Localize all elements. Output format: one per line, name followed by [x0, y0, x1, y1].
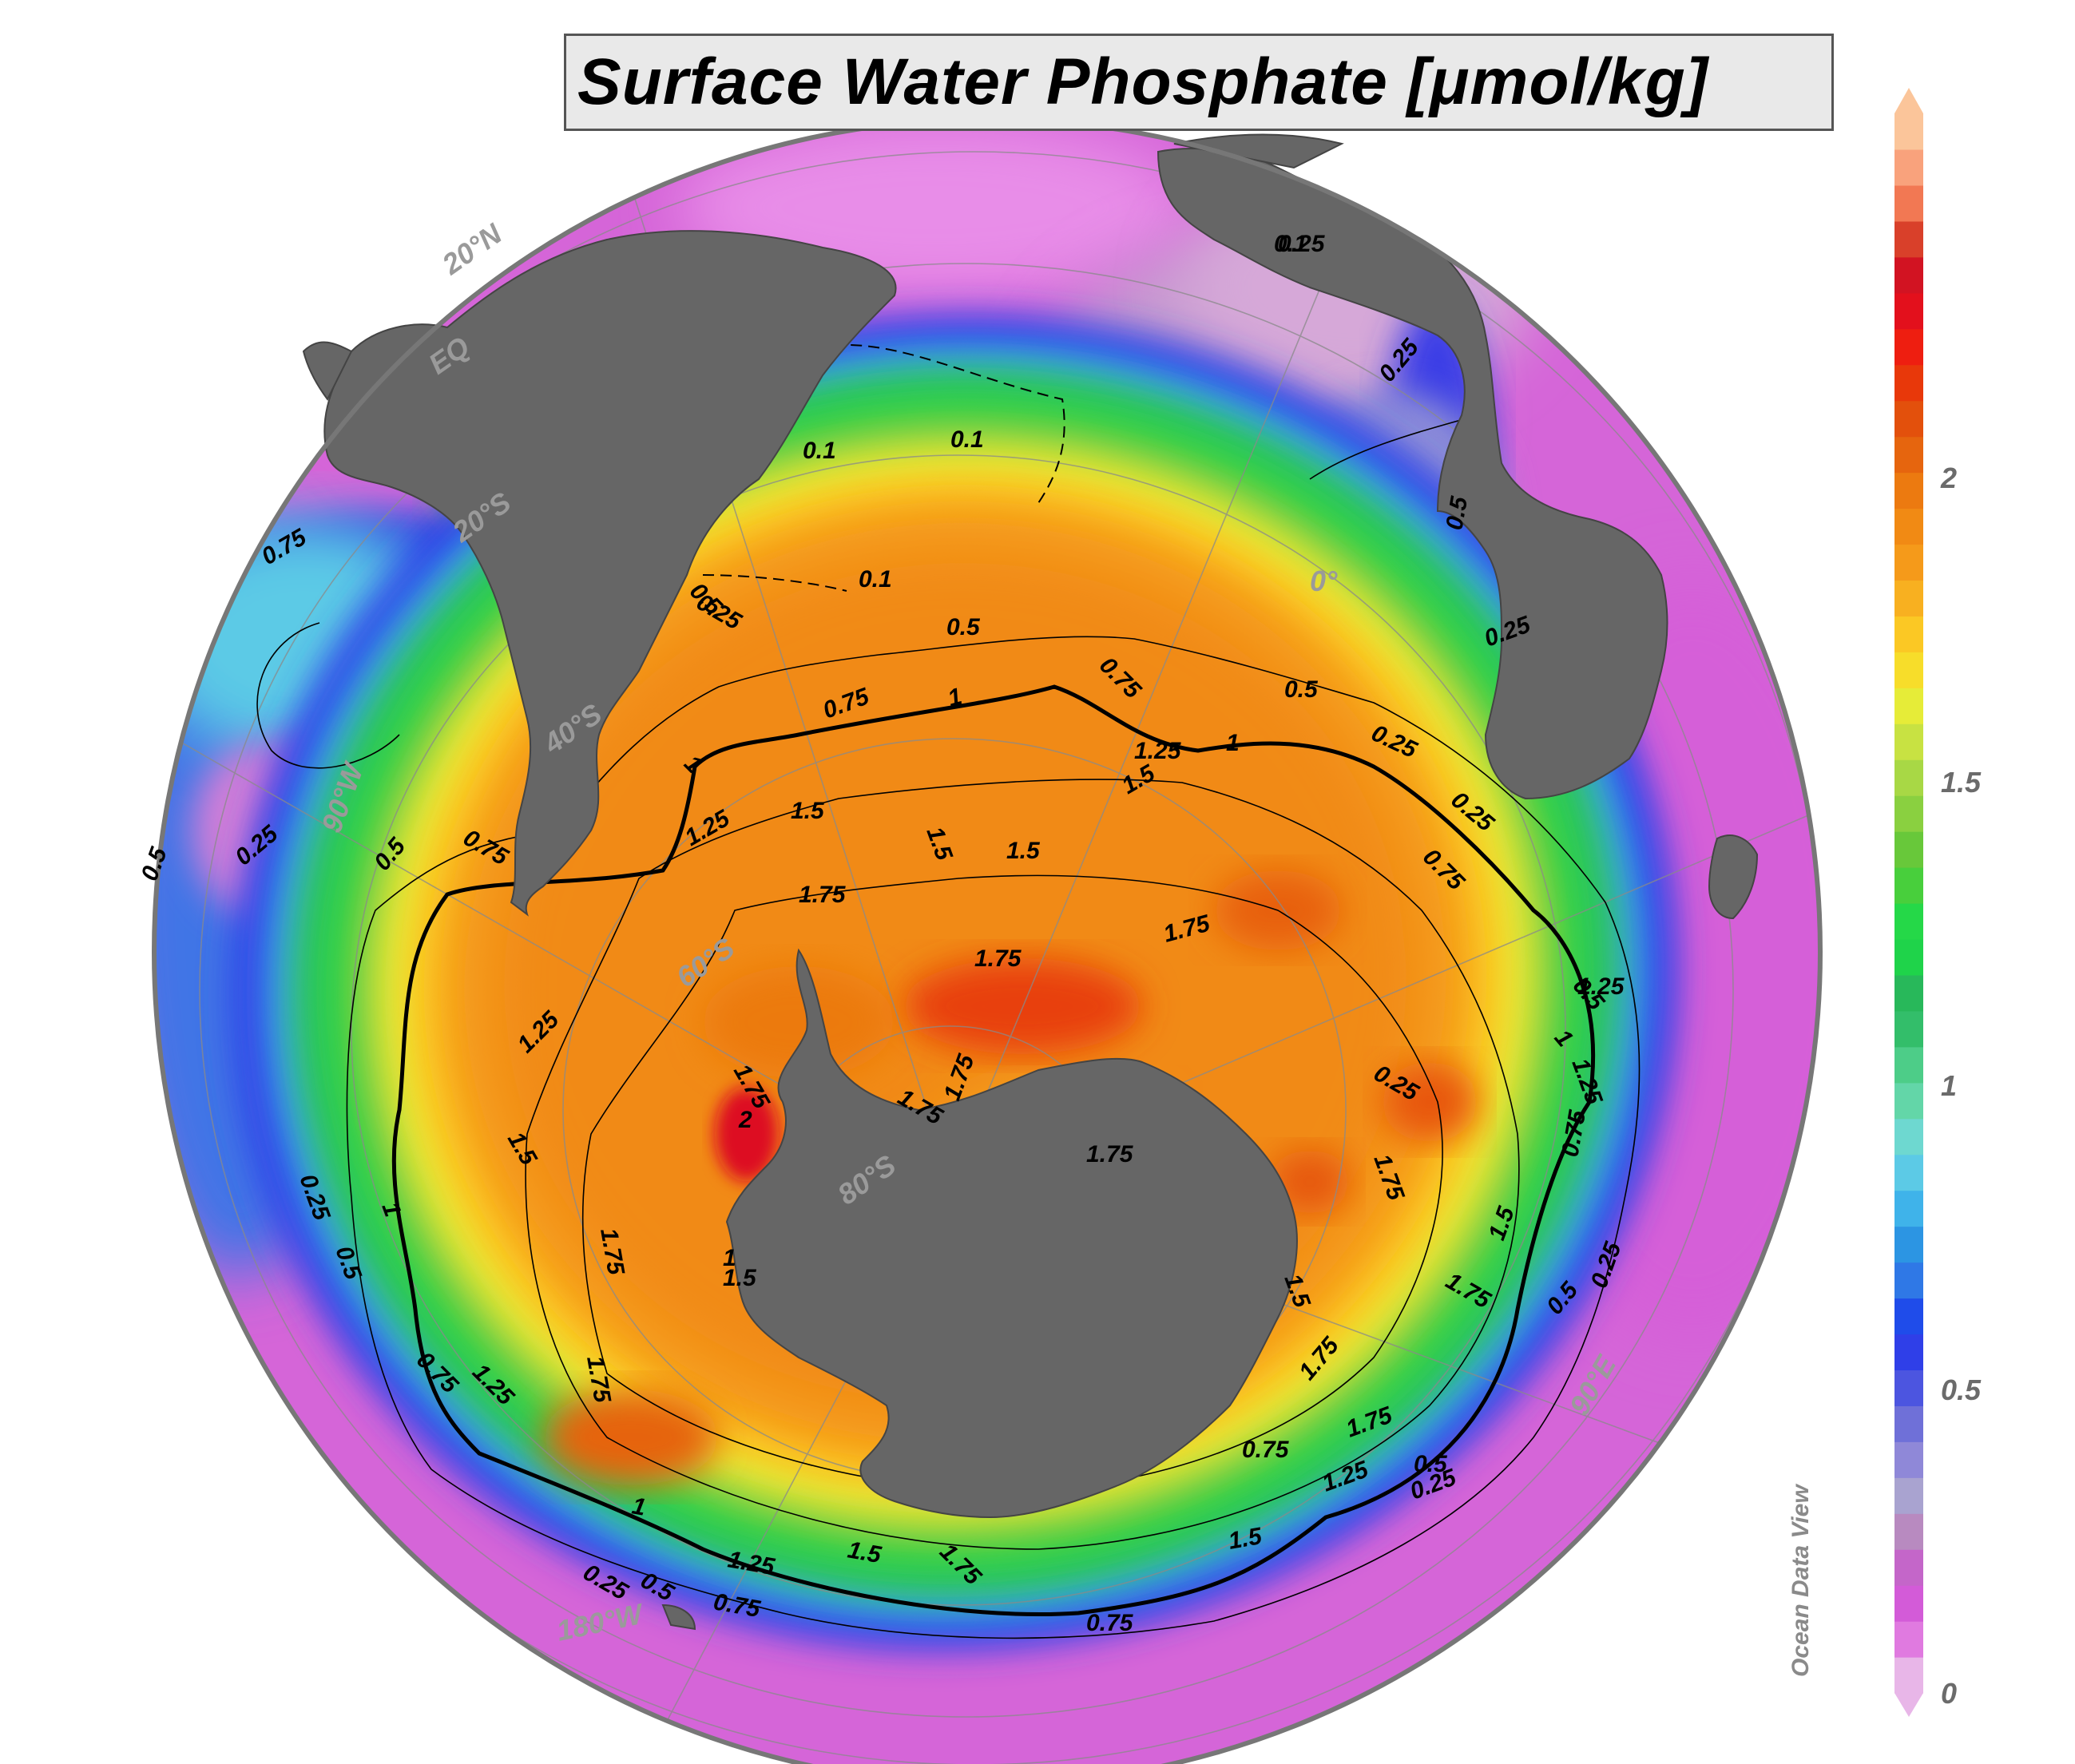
colorbar-swatch: [1894, 1405, 1923, 1442]
colorbar-swatch: [1894, 867, 1923, 904]
colorbar-swatch: [1894, 364, 1923, 402]
colorbar-swatch: [1894, 508, 1923, 545]
colorbar-swatch: [1894, 1118, 1923, 1156]
colorbar-tick-label: 0: [1941, 1677, 1958, 1710]
contour-label: 1: [1226, 730, 1240, 756]
colorbar-tick-label: 2: [1941, 462, 1958, 495]
contour-label: 1: [723, 1245, 736, 1271]
colorbar-tick-label: 1: [1941, 1069, 1958, 1103]
colorbar-swatch: [1894, 974, 1923, 1012]
colorbar-swatch: [1894, 1082, 1923, 1120]
south-america: [323, 230, 897, 917]
lon-label-0: 0°: [1310, 565, 1338, 597]
eurasia: [1173, 133, 1344, 169]
contour-label: 0.25: [1278, 231, 1326, 257]
colorbar-swatch: [1894, 1585, 1923, 1622]
colorbar-swatch: [1894, 1154, 1923, 1191]
africa: [1157, 148, 1668, 800]
colorbar-tick-label: 1.5: [1941, 765, 1982, 799]
contour-label: 1.75: [799, 882, 847, 908]
contour-label: 2: [738, 1107, 752, 1133]
colorbar-swatch: [1894, 723, 1923, 760]
colorbar-swatch: [1894, 1298, 1923, 1335]
contour-label: 1.5: [723, 1265, 757, 1291]
contour-label: 1.5: [1006, 838, 1041, 864]
colorbar-swatch: [1894, 1334, 1923, 1370]
colorbar-swatch: [1894, 1513, 1923, 1550]
colorbar-swatches: [1894, 113, 1923, 1694]
contour-label: 1.25: [1577, 973, 1625, 1000]
colorbar-swatch: [1894, 113, 1923, 150]
colorbar-swatch: [1894, 1010, 1923, 1048]
colorbar-swatch: [1894, 292, 1923, 330]
colorbar-swatch: [1894, 1046, 1923, 1084]
contour-label: 0.75: [1242, 1437, 1290, 1463]
colorbar-swatch: [1894, 1226, 1923, 1263]
colorbar-top-arrow: [1894, 88, 1923, 113]
colorbar-swatch: [1894, 1190, 1923, 1227]
contour-label: 0.1: [1274, 231, 1307, 257]
colorbar-swatch: [1894, 436, 1923, 474]
colorbar-swatch: [1894, 1262, 1923, 1299]
colorbar-swatch: [1894, 616, 1923, 652]
colorbar-swatch: [1894, 1477, 1923, 1514]
colorbar-swatch: [1894, 220, 1923, 258]
contour-lines: [256, 343, 1641, 1639]
colorbar-swatch: [1894, 831, 1923, 868]
colorbar-swatch: [1894, 149, 1923, 186]
colorbar-swatch: [1894, 795, 1923, 832]
title-box: Surface Water Phosphate [μmol/kg]: [564, 34, 1834, 131]
odv-credit: Ocean Data View: [1787, 1485, 1814, 1677]
colorbar-swatch: [1894, 652, 1923, 688]
contour-label: 1.5: [791, 798, 825, 824]
contour-label: 1.75: [1086, 1141, 1134, 1167]
map-title: Surface Water Phosphate [μmol/kg]: [577, 46, 1708, 118]
contour-label: 0.1: [803, 438, 836, 464]
colorbar-swatch: [1894, 1441, 1923, 1478]
contour-label: 0.5: [1414, 1451, 1448, 1477]
contour-label: 1.5: [1226, 1523, 1264, 1555]
colorbar-swatch: [1894, 256, 1923, 294]
colorbar-swatch: [1894, 184, 1923, 222]
contour-label: 1.5: [846, 1536, 884, 1568]
colorbar-swatch: [1894, 472, 1923, 509]
colorbar-swatch: [1894, 580, 1923, 616]
madagascar: [1708, 834, 1759, 920]
colorbar-swatch: [1894, 544, 1923, 581]
colorbar-swatch: [1894, 1657, 1923, 1694]
contour-label: 0.1: [950, 426, 984, 453]
contour-label: 1.25: [1134, 738, 1182, 764]
colorbar-swatch: [1894, 938, 1923, 976]
north-america: [302, 341, 353, 401]
contour-label: 0.5: [1284, 676, 1319, 703]
contour-label: 0.5: [1441, 494, 1473, 532]
land: [302, 133, 1759, 1631]
contour-label: 0.75: [1086, 1610, 1134, 1636]
colorbar-swatch: [1894, 328, 1923, 366]
colorbar-swatch: [1894, 903, 1923, 940]
colorbar-bottom-arrow: [1894, 1693, 1923, 1717]
contour-label: 1: [630, 1492, 648, 1520]
colorbar-swatch: [1894, 1549, 1923, 1586]
antarctica: [725, 948, 1298, 1519]
new-zealand: [661, 1603, 696, 1631]
colorbar: [1894, 88, 1923, 1717]
colorbar-swatch: [1894, 759, 1923, 796]
contour-label: 0.1: [859, 566, 892, 593]
colorbar-swatch: [1894, 400, 1923, 438]
colorbar-swatch: [1894, 1621, 1923, 1658]
lat-label-20n: 20°N: [435, 216, 508, 281]
contour-label: 0.5: [946, 614, 981, 640]
colorbar-swatch: [1894, 688, 1923, 724]
contour-label: 1.75: [974, 945, 1022, 972]
colorbar-swatch: [1894, 1370, 1923, 1406]
colorbar-tick-label: 0.5: [1941, 1373, 1982, 1406]
